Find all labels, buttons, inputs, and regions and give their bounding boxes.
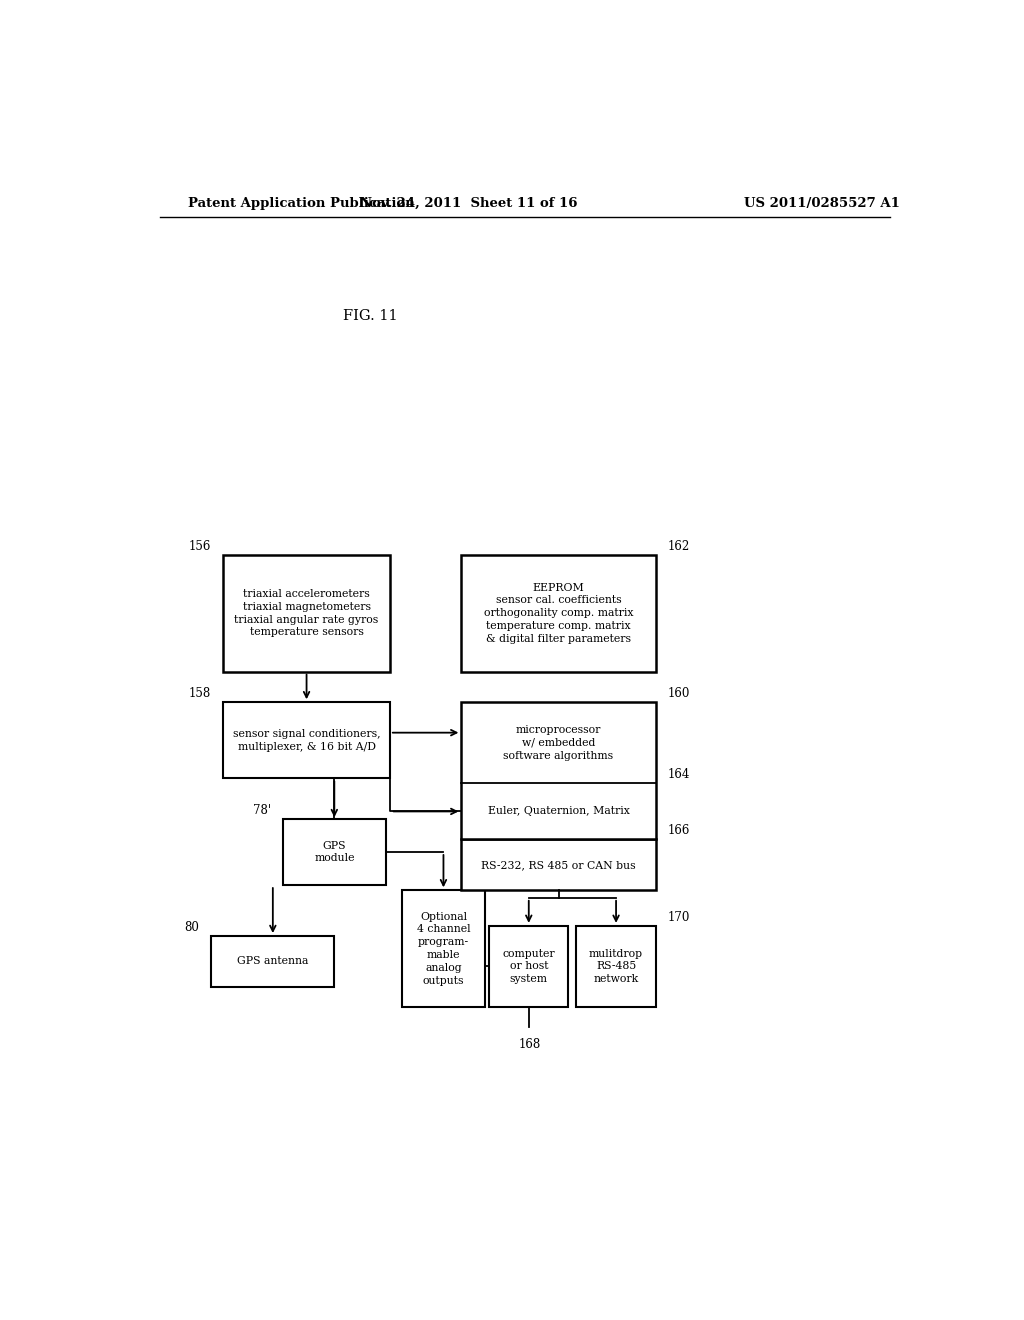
- FancyBboxPatch shape: [461, 840, 655, 890]
- Text: 162: 162: [668, 540, 690, 553]
- Text: 164: 164: [668, 768, 690, 781]
- FancyBboxPatch shape: [489, 925, 568, 1007]
- Text: Nov. 24, 2011  Sheet 11 of 16: Nov. 24, 2011 Sheet 11 of 16: [360, 197, 578, 210]
- Text: 78': 78': [253, 804, 270, 817]
- Text: 166: 166: [668, 825, 690, 837]
- Text: Euler, Quaternion, Matrix: Euler, Quaternion, Matrix: [487, 807, 630, 817]
- Text: US 2011/0285527 A1: US 2011/0285527 A1: [744, 197, 900, 210]
- Text: Patent Application Publication: Patent Application Publication: [187, 197, 415, 210]
- Text: 158: 158: [189, 688, 211, 700]
- Text: computer
or host
system: computer or host system: [503, 949, 555, 985]
- FancyBboxPatch shape: [211, 936, 334, 987]
- Text: triaxial accelerometers
triaxial magnetometers
triaxial angular rate gyros
tempe: triaxial accelerometers triaxial magneto…: [234, 589, 379, 638]
- FancyBboxPatch shape: [461, 702, 655, 840]
- Text: microprocessor
w/ embedded
software algorithms: microprocessor w/ embedded software algo…: [504, 725, 613, 760]
- FancyBboxPatch shape: [401, 890, 485, 1007]
- FancyBboxPatch shape: [461, 554, 655, 672]
- FancyBboxPatch shape: [223, 554, 390, 672]
- Text: FIG. 11: FIG. 11: [343, 309, 397, 323]
- Text: 170: 170: [668, 911, 690, 924]
- Text: 80: 80: [184, 921, 200, 935]
- Text: RS-232, RS 485 or CAN bus: RS-232, RS 485 or CAN bus: [481, 859, 636, 870]
- FancyBboxPatch shape: [223, 702, 390, 779]
- Text: Optional
4 channel
program-
mable
analog
outputs: Optional 4 channel program- mable analog…: [417, 912, 470, 986]
- FancyBboxPatch shape: [283, 818, 386, 886]
- Text: 160: 160: [668, 688, 690, 700]
- Text: EEPROM
sensor cal. coefficients
orthogonality comp. matrix
temperature comp. mat: EEPROM sensor cal. coefficients orthogon…: [483, 582, 633, 644]
- FancyBboxPatch shape: [577, 925, 655, 1007]
- Text: GPS
module: GPS module: [314, 841, 354, 863]
- Text: sensor signal conditioners,
multiplexer, & 16 bit A/D: sensor signal conditioners, multiplexer,…: [232, 729, 380, 751]
- Text: GPS antenna: GPS antenna: [238, 957, 308, 966]
- Text: 168: 168: [518, 1038, 541, 1051]
- Text: mulitdrop
RS-485
network: mulitdrop RS-485 network: [589, 949, 643, 985]
- Text: 156: 156: [189, 540, 211, 553]
